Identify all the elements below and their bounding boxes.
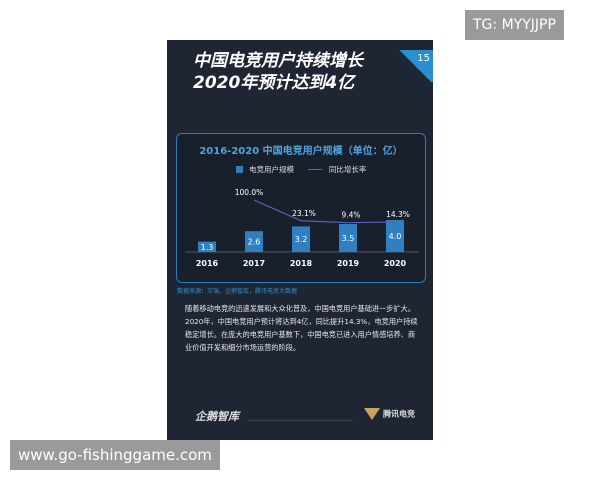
chart-plot: 1.3 2016 2.6 2017 3.2 2018 3.5 2019 4.0 2020 100.0… [185, 188, 419, 268]
bar-2016 [198, 241, 216, 252]
bar-2019 [339, 224, 357, 252]
legend-bar-label: 电竞用户规模 [249, 165, 295, 174]
chart-title: 2016-2020 中国电竞用户规模（单位：亿） [199, 146, 403, 157]
watermark-top: TG: MYYJJPP [465, 10, 564, 40]
growth-label-2018: 23.1% [292, 209, 316, 218]
legend: 电竞用户规模 同比增长率 [177, 164, 425, 175]
headline: 中国电竞用户持续增长 2020年预计达到4亿 [193, 50, 363, 94]
infographic-card: 中国电竞用户持续增长 2020年预计达到4亿 15 2016-2020 中国电竞… [167, 40, 433, 440]
x-tick-2020: 2020 [384, 259, 407, 268]
tencent-esports-text: 腾讯电竞 [383, 409, 415, 419]
penguin-intelligence-logo: 企鹅智库 [195, 410, 239, 423]
bar-2020 [386, 220, 404, 252]
page-number-badge: 15 [397, 50, 433, 82]
body-text: 随着移动电竞的迅速发展和大众化普及，中国电竞用户基础进一步扩大。2020年，中国… [185, 304, 418, 352]
v-logo-icon [364, 408, 380, 420]
x-tick-2018: 2018 [290, 259, 313, 268]
chart-panel: 2016-2020 中国电竞用户规模（单位：亿） 电竞用户规模 同比增长率 1.… [176, 133, 426, 283]
bar-label-2020: 4.0 [389, 232, 402, 241]
x-tick-2019: 2019 [337, 259, 360, 268]
bar-label-2016: 1.3 [201, 243, 214, 252]
bar-label-2019: 3.5 [342, 234, 355, 243]
data-source: 数据来源：艾瑞，企鹅智库，腾讯电竞大数据 [177, 288, 298, 295]
watermark-bottom: www.go-fishinggame.com [10, 440, 220, 470]
footer-divider [247, 420, 353, 421]
bar-label-2017: 2.6 [248, 238, 261, 247]
tencent-esports-logo: 腾讯电竞 [364, 408, 415, 420]
growth-rate-line [253, 199, 396, 224]
bar-2017 [245, 231, 263, 252]
bar-label-2018: 3.2 [295, 235, 308, 244]
growth-label-2019: 9.4% [341, 211, 360, 220]
page-number: 15 [417, 53, 430, 64]
x-tick-2016: 2016 [196, 259, 219, 268]
headline-line2: 2020年预计达到4亿 [193, 73, 355, 93]
x-tick-2017: 2017 [243, 259, 265, 268]
growth-label-2020: 14.3% [386, 210, 410, 219]
legend-line-swatch [308, 169, 323, 170]
headline-line1: 中国电竞用户持续增长 [193, 51, 363, 71]
legend-bar-swatch [235, 166, 243, 173]
growth-label-2017: 100.0% [235, 188, 264, 197]
bar-2018 [292, 226, 310, 252]
legend-line-label: 同比增长率 [328, 165, 367, 174]
